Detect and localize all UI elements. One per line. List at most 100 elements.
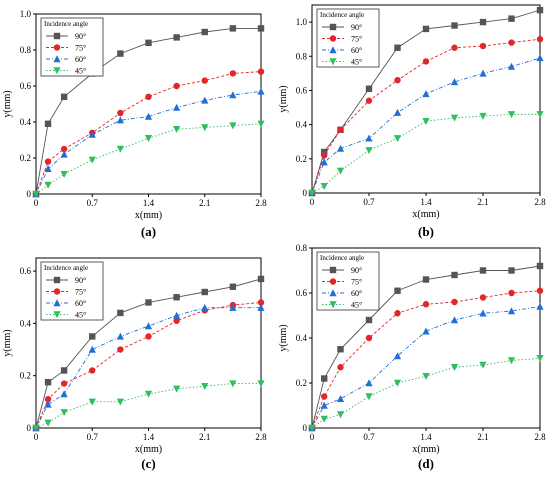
series-line — [35, 302, 262, 429]
legend-marker — [53, 288, 61, 295]
series-line — [35, 278, 262, 429]
x-tick-label: 2.8 — [534, 432, 546, 442]
series-line — [311, 265, 541, 429]
data-point — [173, 294, 180, 301]
data-point — [201, 77, 208, 84]
series-line — [311, 9, 541, 194]
data-point — [451, 22, 458, 29]
data-point — [60, 93, 68, 100]
x-axis-title: x(mm) — [412, 444, 439, 455]
data-point — [422, 327, 430, 335]
data-point — [116, 145, 124, 153]
data-point — [336, 144, 345, 152]
legend: Incidence angle 90° 75° 60° 45° — [40, 17, 104, 77]
data-point — [60, 380, 68, 387]
data-point — [60, 145, 68, 153]
series-2 — [308, 35, 544, 197]
data-point — [117, 309, 124, 317]
data-point — [173, 103, 181, 111]
series-line — [311, 306, 541, 429]
data-point — [365, 379, 373, 387]
data-point — [365, 316, 373, 324]
legend-label: 60° — [75, 55, 86, 64]
data-point — [479, 112, 487, 120]
data-point — [536, 355, 544, 363]
data-point — [201, 382, 209, 390]
data-point — [60, 367, 68, 374]
y-tick-label: 0.6 — [296, 85, 308, 95]
data-point — [229, 283, 237, 290]
y-axis-title: y(mm) — [2, 90, 13, 117]
y-tick-label: 0 — [27, 189, 32, 199]
data-point — [44, 419, 52, 427]
legend-marker — [329, 35, 337, 42]
data-point — [117, 50, 124, 57]
legend-label: 60° — [351, 46, 362, 55]
data-point — [320, 415, 328, 423]
data-point — [173, 385, 181, 393]
chart-panel-4: 0 0.7 1.4 2.1 2.8 0 0.2 0.4 0.6 0.8 x(mm) y(mm) (d) I… — [278, 243, 546, 471]
data-point — [144, 135, 153, 142]
data-point — [44, 400, 52, 408]
legend: Incidence angle 90° 75° 60° 45° — [316, 8, 380, 68]
data-point — [257, 87, 265, 95]
data-point — [422, 276, 430, 283]
data-point — [257, 380, 265, 388]
data-point — [479, 18, 487, 26]
legend-box — [316, 251, 380, 311]
data-point — [365, 147, 373, 155]
legend: Incidence angle 90° 75° 60° 45° — [40, 261, 104, 321]
y-tick-label: 0.6 — [20, 81, 32, 91]
y-tick-label: 0.2 — [20, 153, 31, 163]
data-point — [337, 126, 344, 133]
data-point — [479, 294, 487, 301]
data-point — [144, 112, 153, 120]
x-tick-label: 2.8 — [255, 198, 267, 208]
x-tick-label: 2.1 — [199, 432, 210, 442]
data-point — [145, 93, 152, 101]
data-point — [450, 78, 459, 86]
data-point — [422, 58, 430, 65]
data-point — [536, 287, 544, 294]
data-point — [536, 54, 544, 62]
data-point — [337, 364, 344, 371]
legend-label: 75° — [75, 44, 86, 53]
data-point — [88, 398, 96, 406]
data-point — [365, 85, 373, 92]
data-point — [229, 25, 237, 32]
data-point — [144, 390, 153, 398]
y-tick-label: 0.2 — [20, 371, 31, 381]
data-point — [321, 375, 328, 382]
data-point — [145, 299, 152, 306]
legend-marker — [53, 55, 61, 63]
data-point — [365, 97, 373, 104]
data-point — [229, 380, 237, 388]
data-point — [116, 116, 124, 124]
data-point — [507, 307, 516, 315]
data-point — [451, 44, 458, 51]
data-point — [88, 156, 96, 164]
data-point — [422, 373, 430, 381]
legend-marker — [53, 311, 61, 319]
data-point — [536, 35, 544, 43]
data-point — [536, 302, 544, 310]
data-point — [450, 316, 459, 324]
series-4 — [32, 380, 265, 432]
data-point — [229, 91, 237, 99]
series-2 — [32, 68, 265, 198]
y-tick-label: 0.4 — [20, 318, 32, 328]
legend-label: 45° — [75, 67, 86, 76]
data-point — [507, 62, 516, 70]
legend-marker — [329, 46, 337, 54]
chart-panel-2: 0 0.7 1.4 2.1 2.8 0 0.2 0.4 0.6 0.8 1.0 x(mm) y(mm) (… — [278, 4, 546, 239]
data-point — [337, 346, 344, 353]
series-line — [311, 357, 541, 429]
data-point — [422, 25, 430, 33]
legend-label: 60° — [351, 289, 362, 298]
data-point — [508, 39, 515, 46]
legend-marker — [53, 44, 61, 51]
series-line — [35, 90, 262, 195]
y-tick-label: 0.4 — [20, 117, 32, 127]
legend-label: 45° — [351, 301, 362, 310]
data-point — [229, 303, 237, 311]
